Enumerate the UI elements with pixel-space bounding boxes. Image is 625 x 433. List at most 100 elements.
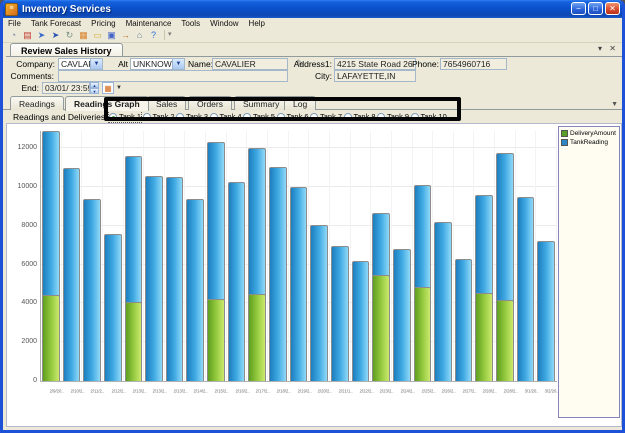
- radio-tank-6[interactable]: Tank 6: [276, 111, 309, 122]
- radio-tank-1[interactable]: Tank 1: [107, 110, 143, 123]
- tank-reading-bar[interactable]: [516, 197, 535, 381]
- menu-file[interactable]: File: [8, 18, 21, 28]
- tank-reading-bar[interactable]: [330, 246, 349, 381]
- radio-dot-icon[interactable]: [276, 112, 285, 121]
- tab-sales[interactable]: Sales: [147, 96, 187, 110]
- tank-reading-bar[interactable]: [145, 176, 163, 381]
- menu-tank-forecast[interactable]: Tank Forecast: [30, 18, 82, 28]
- radio-dot-icon[interactable]: [209, 112, 218, 121]
- delivery-amount-bar[interactable]: [207, 299, 225, 381]
- export-icon[interactable]: →: [121, 30, 130, 40]
- chevron-down-icon[interactable]: ▼: [611, 101, 618, 108]
- menu-window[interactable]: Window: [210, 18, 239, 28]
- radio-tank-2[interactable]: Tank 2: [142, 111, 175, 122]
- menu-help[interactable]: Help: [248, 18, 265, 28]
- delivery-amount-bar[interactable]: [413, 287, 432, 381]
- x-axis-label: 2/15/2..: [214, 389, 229, 394]
- tank-reading-bar[interactable]: [165, 177, 184, 381]
- altid-combo[interactable]: UNKNOWN ▼: [130, 58, 185, 70]
- comments-field[interactable]: [58, 70, 288, 82]
- radio-tank-5[interactable]: Tank 5: [243, 111, 275, 122]
- radio-dot-icon[interactable]: [343, 112, 352, 121]
- tank-reading-bar[interactable]: [310, 225, 328, 381]
- name-field[interactable]: CAVALIER: [212, 58, 288, 70]
- save-icon[interactable]: ▣: [107, 30, 116, 40]
- tank-reading-bar[interactable]: [103, 234, 122, 381]
- gauge-icon[interactable]: ◔: [10, 30, 17, 40]
- tank-reading-bar[interactable]: [392, 249, 411, 381]
- exit-icon[interactable]: ⌂: [136, 30, 143, 40]
- maximize-button[interactable]: □: [588, 2, 603, 15]
- tab-summary[interactable]: Summary: [234, 96, 289, 110]
- radio-dot-icon[interactable]: [377, 112, 385, 121]
- tab-orders[interactable]: Orders: [188, 96, 232, 110]
- altid-label: Alt ID:: [117, 59, 128, 80]
- tank-reading-bar[interactable]: [434, 222, 452, 381]
- end-spinner[interactable]: ▲ ▼: [90, 82, 99, 94]
- refresh-icon[interactable]: ↻: [65, 30, 74, 40]
- delivery-amount-bar[interactable]: [248, 294, 267, 381]
- tank-reading-bar[interactable]: [269, 167, 287, 381]
- tab-log[interactable]: Log: [284, 96, 317, 110]
- toolbar-overflow-icon[interactable]: ▾: [164, 30, 172, 40]
- company-combo[interactable]: CAVLAF ▼: [58, 58, 103, 70]
- bar-slot: [413, 131, 434, 381]
- radio-dot-icon[interactable]: [109, 112, 117, 121]
- close-button[interactable]: ✕: [605, 2, 620, 15]
- minimize-button[interactable]: −: [571, 2, 586, 15]
- spin-down-icon[interactable]: ▼: [90, 88, 99, 94]
- company-combo-arrow[interactable]: ▼: [90, 59, 102, 69]
- delivery-amount-bar[interactable]: [496, 300, 514, 381]
- tank-reading-bar[interactable]: [83, 199, 101, 381]
- delivery-amount-bar[interactable]: [124, 302, 143, 381]
- tab-review-sales-history[interactable]: Review Sales History: [10, 43, 123, 58]
- bar-slot: [144, 131, 165, 381]
- radio-dot-icon[interactable]: [243, 112, 251, 121]
- x-axis-label: 2/16/2..: [235, 389, 250, 394]
- radio-dot-icon[interactable]: [176, 112, 184, 121]
- menu-pricing[interactable]: Pricing: [91, 18, 116, 28]
- help-icon[interactable]: ?: [150, 30, 156, 40]
- collapse-panel-button[interactable]: ▾: [597, 44, 602, 53]
- tank-reading-bar[interactable]: [227, 182, 246, 381]
- delivery-amount-bar[interactable]: [475, 293, 494, 381]
- tank-reading-bar[interactable]: [62, 168, 81, 381]
- altid-combo-arrow[interactable]: ▼: [172, 59, 184, 69]
- radio-dot-icon[interactable]: [310, 112, 318, 121]
- calendar-button[interactable]: ▦: [102, 82, 114, 94]
- city-field[interactable]: LAFAYETTE,IN: [334, 70, 416, 82]
- report-icon[interactable]: ▤: [23, 30, 32, 40]
- legend-label: DeliveryAmount: [570, 130, 616, 137]
- tank-reading-bar[interactable]: [351, 261, 370, 381]
- tank-reading-bar[interactable]: [537, 241, 555, 381]
- edit-pointer-icon[interactable]: ➤: [37, 30, 46, 40]
- calendar-dropdown-icon[interactable]: ▼: [116, 85, 122, 91]
- folder-open-icon[interactable]: ▭: [93, 30, 102, 40]
- bar-slot: [371, 131, 392, 381]
- tab-readings-graph[interactable]: Readings Graph: [65, 96, 149, 111]
- radio-dot-icon[interactable]: [410, 112, 419, 121]
- delivery-amount-bar[interactable]: [372, 275, 390, 381]
- tank-reading-bar[interactable]: [289, 187, 308, 381]
- radio-tank-7[interactable]: Tank 7: [310, 111, 342, 122]
- tab-readings[interactable]: Readings: [10, 96, 64, 110]
- tank-reading-bar[interactable]: [454, 259, 473, 381]
- edit-pencil-icon[interactable]: ✎: [296, 58, 304, 68]
- spin-up-icon[interactable]: ▲: [90, 82, 99, 88]
- radio-tank-3[interactable]: Tank 3: [176, 111, 208, 122]
- close-panel-button[interactable]: ✕: [609, 44, 616, 53]
- delivery-amount-bar[interactable]: [42, 295, 60, 381]
- address-field[interactable]: 4215 State Road 26 E: [334, 58, 416, 70]
- radio-tank-10[interactable]: Tank 10: [410, 111, 447, 122]
- tank-reading-bar[interactable]: [186, 199, 205, 381]
- radio-tank-9[interactable]: Tank 9: [377, 111, 409, 122]
- pointer-icon[interactable]: ➤: [51, 30, 60, 40]
- radio-dot-icon[interactable]: [142, 112, 151, 121]
- table-icon[interactable]: ▦: [79, 30, 88, 40]
- menu-maintenance[interactable]: Maintenance: [125, 18, 172, 28]
- radio-tank-8[interactable]: Tank 8: [343, 111, 376, 122]
- phone-field[interactable]: 7654960716: [440, 58, 507, 70]
- menu-tools[interactable]: Tools: [181, 18, 201, 28]
- end-datetime-field[interactable]: 03/01/ 23:59: [42, 82, 90, 94]
- radio-tank-4[interactable]: Tank 4: [209, 111, 242, 122]
